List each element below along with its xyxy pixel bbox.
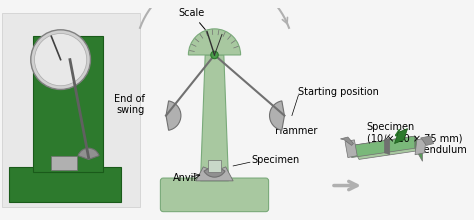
Polygon shape [352, 136, 415, 158]
Text: Anvil: Anvil [173, 173, 197, 183]
Polygon shape [384, 138, 390, 155]
Wedge shape [204, 165, 225, 177]
Polygon shape [345, 140, 357, 158]
Text: End of
swing: End of swing [114, 94, 145, 115]
Polygon shape [420, 136, 434, 145]
FancyBboxPatch shape [160, 178, 269, 212]
Wedge shape [166, 101, 181, 130]
Polygon shape [201, 55, 228, 181]
Circle shape [31, 30, 91, 90]
FancyBboxPatch shape [208, 160, 221, 172]
Text: Pendulum: Pendulum [418, 145, 466, 155]
Circle shape [211, 51, 218, 59]
Polygon shape [394, 129, 408, 144]
Text: Hammer: Hammer [275, 126, 318, 136]
FancyBboxPatch shape [33, 36, 102, 172]
Text: Scale: Scale [178, 8, 205, 29]
Wedge shape [270, 101, 284, 130]
Polygon shape [415, 138, 426, 155]
FancyBboxPatch shape [2, 13, 140, 207]
Text: Specimen
(10 × 10 × 75 mm): Specimen (10 × 10 × 75 mm) [366, 122, 462, 144]
Text: Starting position: Starting position [299, 87, 379, 97]
Wedge shape [188, 29, 241, 55]
FancyBboxPatch shape [9, 167, 121, 202]
Polygon shape [196, 167, 233, 181]
Polygon shape [340, 137, 354, 145]
Polygon shape [415, 136, 422, 161]
Circle shape [35, 33, 87, 86]
FancyBboxPatch shape [51, 156, 77, 170]
Text: Specimen: Specimen [252, 155, 300, 165]
Polygon shape [352, 136, 422, 160]
Wedge shape [78, 148, 99, 160]
